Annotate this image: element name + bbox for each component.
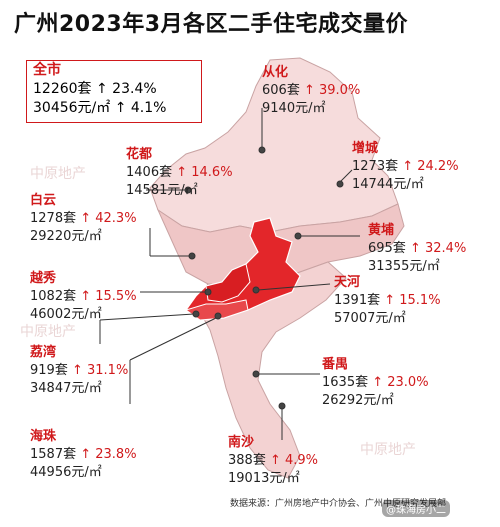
- district-sets: 1391套: [334, 293, 381, 308]
- watermark-logo: 中原地产: [30, 165, 86, 181]
- district-label-liwan: 荔湾 919套 ↑ 31.1% 34847元/㎡: [30, 344, 128, 398]
- district-price: 14581元/㎡: [126, 183, 198, 198]
- district-name: 荔湾: [30, 345, 57, 360]
- district-name: 番禺: [322, 357, 349, 372]
- district-price: 31355元/㎡: [368, 259, 440, 274]
- district-sets-change: ↑ 4.9%: [269, 453, 319, 468]
- district-name: 从化: [262, 65, 289, 80]
- district-name: 南沙: [228, 435, 255, 450]
- district-name: 天河: [334, 275, 361, 290]
- district-name: 海珠: [30, 429, 57, 444]
- district-label-conghua: 从化 606套 ↑ 39.0% 9140元/㎡: [262, 64, 360, 118]
- whole-city-price: 30456元/㎡: [33, 100, 111, 116]
- district-label-yuexiu: 越秀 1082套 ↑ 15.5% 46002元/㎡: [30, 270, 137, 324]
- district-label-tianhe: 天河 1391套 ↑ 15.1% 57007元/㎡: [334, 274, 441, 328]
- watermark-logo: 中原地产: [20, 323, 76, 339]
- district-name: 黄埔: [368, 223, 395, 238]
- whole-city-price-change: ↑ 4.1%: [114, 100, 167, 116]
- district-sets-change: ↑ 14.6%: [176, 165, 233, 180]
- district-sets-change: ↑ 23.8%: [80, 447, 137, 462]
- district-sets: 1082套: [30, 289, 77, 304]
- district-sets: 606套: [262, 83, 300, 98]
- page-title: 广州2023年3月各区二手住宅成交量价: [14, 12, 409, 37]
- district-price: 9140元/㎡: [262, 101, 326, 116]
- district-label-baiyun: 白云 1278套 ↑ 42.3% 29220元/㎡: [30, 192, 137, 246]
- district-price: 46002元/㎡: [30, 307, 102, 322]
- whole-city-box: 全市 12260套 ↑ 23.4% 30456元/㎡ ↑ 4.1%: [26, 60, 202, 123]
- data-source: 数据来源：广州房地产中介协会、广州中原研究发展部: [230, 499, 447, 509]
- district-sets-change: ↑ 24.2%: [402, 159, 459, 174]
- watermark-logo: 中原地产: [360, 441, 416, 457]
- district-sets: 1278套: [30, 211, 77, 226]
- district-sets-change: ↑ 31.1%: [71, 363, 129, 378]
- district-sets-change: ↑ 32.4%: [409, 241, 467, 256]
- district-label-huangpu: 黄埔 695套 ↑ 32.4% 31355元/㎡: [368, 222, 466, 276]
- district-price: 14744元/㎡: [352, 177, 424, 192]
- district-sets-change: ↑ 15.1%: [384, 293, 441, 308]
- district-name: 白云: [30, 193, 57, 208]
- district-sets: 1273套: [352, 159, 399, 174]
- district-name: 增城: [352, 141, 379, 156]
- district-sets-change: ↑ 15.5%: [80, 289, 137, 304]
- district-name: 越秀: [30, 271, 57, 286]
- district-name: 花都: [126, 147, 153, 162]
- district-label-haizhu: 海珠 1587套 ↑ 23.8% 44956元/㎡: [30, 428, 137, 482]
- district-sets-change: ↑ 42.3%: [80, 211, 137, 226]
- district-sets: 695套: [368, 241, 406, 256]
- district-price: 19013元/㎡: [228, 471, 300, 486]
- district-sets: 388套: [228, 453, 266, 468]
- district-price: 57007元/㎡: [334, 311, 406, 326]
- district-sets: 1587套: [30, 447, 77, 462]
- district-price: 34847元/㎡: [30, 381, 102, 396]
- district-sets: 919套: [30, 363, 68, 378]
- watermark: @珠海房小二: [382, 500, 450, 517]
- district-label-zengcheng: 增城 1273套 ↑ 24.2% 14744元/㎡: [352, 140, 459, 194]
- district-label-nansha: 南沙 388套 ↑ 4.9% 19013元/㎡: [228, 434, 318, 488]
- whole-city-name: 全市: [33, 62, 61, 78]
- district-sets-change: ↑ 23.0%: [372, 375, 429, 390]
- map-region-south: [197, 261, 347, 479]
- district-price: 26292元/㎡: [322, 393, 394, 408]
- district-label-huadu: 花都 1406套 ↑ 14.6% 14581元/㎡: [126, 146, 233, 200]
- district-price: 44956元/㎡: [30, 465, 102, 480]
- district-sets-change: ↑ 39.0%: [303, 83, 361, 98]
- district-label-panyu: 番禺 1635套 ↑ 23.0% 26292元/㎡: [322, 356, 429, 410]
- whole-city-sets: 12260套: [33, 81, 92, 97]
- district-sets: 1635套: [322, 375, 369, 390]
- district-sets: 1406套: [126, 165, 173, 180]
- district-price: 29220元/㎡: [30, 229, 102, 244]
- whole-city-sets-change: ↑ 23.4%: [96, 81, 157, 97]
